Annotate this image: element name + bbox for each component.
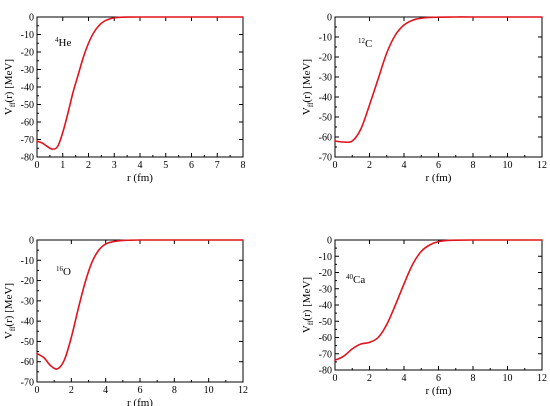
nucleus-label: 4He xyxy=(55,36,71,49)
x-tick-label: 8 xyxy=(172,385,177,396)
y-tick-label: -70 xyxy=(21,135,34,146)
y-tick-label: -30 xyxy=(21,65,34,76)
x-tick-label: 10 xyxy=(204,385,214,396)
y-tick-label: -70 xyxy=(319,349,332,360)
y-axis-label: Vff(r) [MeV] xyxy=(301,277,315,333)
x-tick-label: 3 xyxy=(112,160,117,171)
y-tick-label: 0 xyxy=(29,13,34,24)
x-tick-label: 4 xyxy=(103,385,108,396)
x-tick-label: 2 xyxy=(367,160,372,171)
x-tick-label: 12 xyxy=(238,385,248,396)
potential-curve xyxy=(334,239,543,362)
y-tick-label: 0 xyxy=(29,236,34,247)
x-tick-label: 6 xyxy=(436,373,441,384)
x-tick-label: 2 xyxy=(367,373,372,384)
x-tick-label: 0 xyxy=(35,385,40,396)
y-tick-label: -20 xyxy=(21,48,34,59)
x-axis-label: r (fm) xyxy=(426,172,452,184)
x-tick-label: 0 xyxy=(35,160,40,171)
x-tick-label: 12 xyxy=(537,373,547,384)
nucleus-label: 16O xyxy=(56,265,71,278)
x-tick-label: 4 xyxy=(138,160,143,171)
y-tick-label: -50 xyxy=(21,337,34,348)
x-tick-label: 10 xyxy=(503,373,513,384)
y-tick-label: -60 xyxy=(21,118,34,129)
panel-o16: 0 2 4 6 8 10 12 0 -10 -20 -30 -40 -50 -60 -70 r (fm) Vff… xyxy=(3,236,248,406)
y-tick-label: -70 xyxy=(319,153,332,164)
y-tick-label: -50 xyxy=(319,317,332,328)
potential-curve xyxy=(36,16,244,150)
y-axis-label: Vff(r) [MeV] xyxy=(3,283,17,339)
y-tick-label: 0 xyxy=(327,236,332,247)
x-tick-label: 4 xyxy=(402,373,407,384)
y-tick-label: -20 xyxy=(21,276,34,287)
y-tick-label: -60 xyxy=(21,357,34,368)
x-tick-label: 8 xyxy=(471,373,476,384)
y-tick-label: -30 xyxy=(319,284,332,295)
x-axis-label: r (fm) xyxy=(127,172,153,184)
x-tick-label: 10 xyxy=(503,160,513,171)
x-tick-label: 6 xyxy=(189,160,194,171)
y-axis-label: Vff(r) [MeV] xyxy=(3,59,17,115)
x-tick-label: 6 xyxy=(138,385,143,396)
y-tick-label: -20 xyxy=(319,53,332,64)
y-tick-label: -60 xyxy=(319,333,332,344)
potential-curve xyxy=(36,239,244,370)
x-axis-label: r (fm) xyxy=(127,397,153,406)
x-tick-label: 1 xyxy=(60,160,65,171)
x-tick-label: 8 xyxy=(471,160,476,171)
y-tick-label: -10 xyxy=(21,256,34,267)
y-tick-label: -10 xyxy=(319,33,332,44)
y-tick-label: -30 xyxy=(21,296,34,307)
y-tick-label: -40 xyxy=(21,83,34,94)
y-tick-label: -10 xyxy=(21,30,34,41)
y-tick-label: -80 xyxy=(319,366,332,377)
y-tick-label: 0 xyxy=(327,13,332,24)
y-tick-label: -20 xyxy=(319,268,332,279)
y-tick-label: -60 xyxy=(319,133,332,144)
x-tick-label: 2 xyxy=(86,160,91,171)
y-tick-label: -50 xyxy=(319,113,332,124)
y-tick-label: -80 xyxy=(21,153,34,164)
potential-curve xyxy=(334,16,543,144)
x-tick-label: 8 xyxy=(241,160,246,171)
x-tick-label: 0 xyxy=(333,160,338,171)
y-tick-label: -30 xyxy=(319,73,332,84)
panel-ca40: 0 2 4 6 8 10 12 0 -10 -20 -30 -40 -50 -60 -70 -80 r (fm)… xyxy=(301,236,547,398)
y-axis-label: Vff(r) [MeV] xyxy=(301,59,315,115)
y-tick-label: -40 xyxy=(319,93,332,104)
x-tick-label: 6 xyxy=(436,160,441,171)
plot-frame xyxy=(36,239,244,383)
x-tick-label: 12 xyxy=(537,160,547,171)
y-tick-label: -40 xyxy=(21,317,34,328)
y-tick-label: -40 xyxy=(319,301,332,312)
x-tick-label: 4 xyxy=(402,160,407,171)
y-tick-label: -50 xyxy=(21,100,34,111)
panel-c12: 0 2 4 6 8 10 12 0 -10 -20 -30 -40 -50 -60 -70 r (fm) Vff… xyxy=(301,13,547,185)
x-axis-label: r (fm) xyxy=(426,385,452,397)
x-tick-label: 2 xyxy=(69,385,74,396)
x-tick-label: 0 xyxy=(333,373,338,384)
x-tick-label: 5 xyxy=(163,160,168,171)
plot-frame xyxy=(334,239,543,371)
nucleus-label: 12C xyxy=(358,37,372,50)
panel-he4: 0 1 2 3 4 5 6 7 8 0 -10 -20 -30 -40 -50 -60 -70 -80 r (fm)… xyxy=(3,13,246,185)
x-tick-label: 7 xyxy=(215,160,220,171)
y-tick-label: -10 xyxy=(319,252,332,263)
nucleus-label: 40Ca xyxy=(346,273,365,286)
y-tick-label: -70 xyxy=(21,378,34,389)
